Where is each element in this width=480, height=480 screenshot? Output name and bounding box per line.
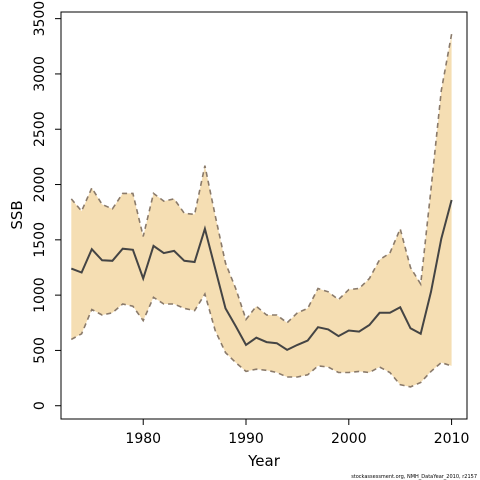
plot-area <box>70 33 453 388</box>
ssb-estimate-line <box>70 199 453 352</box>
y-tick-label: 1000 <box>32 277 48 313</box>
plot-frame <box>60 11 468 420</box>
y-tick-label: 2000 <box>32 167 48 203</box>
lower-bound-line <box>70 292 452 388</box>
x-tick-label: 2000 <box>331 431 367 447</box>
confidence-band <box>71 34 452 387</box>
x-tick-label: 1980 <box>125 431 161 447</box>
y-tick-label: 3000 <box>32 56 48 92</box>
y-tick-label: 0 <box>32 401 48 410</box>
y-tick-label: 500 <box>32 337 48 364</box>
source-footnote: stockassessment.org, NMH_DataYear_2010, … <box>351 474 477 480</box>
x-tick-label: 1990 <box>228 431 264 447</box>
y-tick-label: 3500 <box>32 1 48 37</box>
y-tick-label: 1500 <box>32 222 48 258</box>
axes: 1980 1990 2000 2010 0 500 1000 1500 2000 2500 3000… <box>32 1 469 447</box>
y-axis-title: SSB <box>8 200 26 229</box>
x-tick-label: 2010 <box>434 431 470 447</box>
y-tick-label: 2500 <box>32 111 48 147</box>
upper-bound-line <box>70 33 453 324</box>
x-axis-title: Year <box>247 452 281 470</box>
